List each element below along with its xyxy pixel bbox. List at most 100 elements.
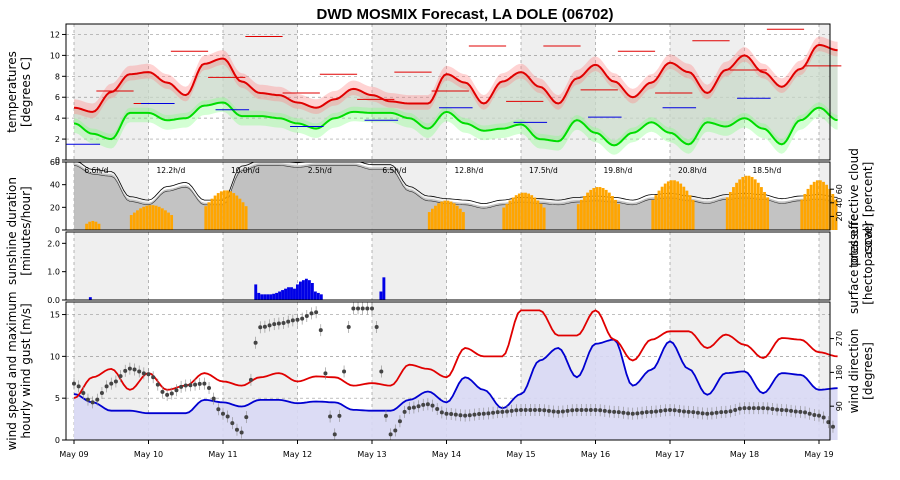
sunshine-total-label: 20.8h/d (678, 166, 707, 175)
sunshine-bar (542, 207, 546, 230)
direction-point (519, 407, 523, 412)
sunshine-bar (831, 193, 835, 230)
y-right-axis-label-line: surface pressure (847, 214, 861, 314)
sunshine-bar (753, 179, 757, 230)
direction-point (127, 366, 132, 371)
sunshine-bar (676, 181, 680, 230)
sunshine-total-label: 19.8h/d (603, 166, 632, 175)
sunshine-bar (94, 221, 98, 230)
direction-point (751, 406, 756, 411)
x-tick-label: May 09 (59, 450, 88, 459)
direction-point (486, 411, 491, 416)
direction-point (491, 410, 496, 415)
y-right-axis-label-line: [degrees] (861, 342, 875, 400)
sunshine-bar (527, 193, 531, 230)
direction-point (779, 407, 784, 412)
y-right-axis-label-line: [hectopascal] (861, 223, 875, 305)
sunshine-bar (750, 176, 754, 230)
direction-point (728, 409, 733, 414)
direction-point (681, 409, 686, 414)
direction-point (481, 411, 486, 416)
panel-border (65, 231, 831, 301)
direction-point (388, 432, 393, 437)
direction-point (463, 413, 468, 418)
direction-point (444, 411, 449, 416)
direction-point (300, 316, 305, 321)
sunshine-bar (437, 203, 440, 230)
direction-point (81, 391, 86, 396)
sunshine-bar (139, 208, 142, 230)
direction-point (309, 311, 314, 316)
direction-point (262, 324, 267, 329)
direction-point (756, 406, 761, 411)
direction-point (467, 413, 472, 418)
sunshine-bar (586, 192, 589, 230)
sunshine-bar (434, 205, 437, 230)
temperature-line (73, 43, 838, 113)
direction-point (169, 391, 174, 396)
sunshine-bar (728, 191, 732, 230)
sunshine-bar (579, 199, 583, 230)
precip-bar (254, 284, 258, 300)
sunshine-bar (747, 175, 751, 230)
direction-point (132, 367, 137, 372)
precip-bar (307, 280, 311, 300)
sunshine-bar (732, 187, 735, 230)
y-axis-label-line: [minutes/hour] (19, 186, 33, 275)
y-right-axis-label: total effective cloudcover [percent] (847, 148, 875, 268)
direction-point (714, 410, 719, 415)
day-shade (372, 24, 447, 160)
sunshine-bar (763, 191, 766, 230)
direction-point (290, 318, 295, 323)
direction-point (104, 384, 109, 389)
sunshine-total-label: 2.5h/d (308, 166, 332, 175)
sunshine-bar (97, 223, 101, 230)
y-right-tick-label: 40 (835, 198, 844, 208)
y-axis-label-line: [degrees C] (19, 57, 33, 127)
direction-point (234, 427, 239, 432)
sunshine-bar (539, 203, 543, 230)
precip-bar (298, 281, 302, 300)
precip-bar (301, 280, 305, 300)
sunshine-bar (725, 197, 729, 230)
temp-dewpoint-area (74, 44, 838, 146)
direction-point (356, 306, 361, 311)
sunshine-bar (213, 195, 217, 230)
precip-bar (319, 294, 323, 300)
direction-point (332, 432, 337, 437)
direction-point (747, 406, 752, 411)
direction-point (267, 323, 272, 328)
plot-layer: 6.6h/d 12.2h/d 10.0h/d 2.5h/d 6.5h/d 12.8h/d 1… (66, 28, 842, 441)
direction-point (663, 408, 668, 413)
direction-point (705, 411, 710, 416)
direction-point (430, 403, 435, 408)
direction-point (421, 402, 426, 407)
sunshine-bar (530, 195, 534, 230)
direction-point (798, 409, 803, 414)
direction-point (244, 415, 249, 420)
direction-point (565, 408, 570, 413)
direction-point (584, 407, 589, 412)
direction-point (640, 410, 645, 415)
y-tick-label: 0 (55, 156, 60, 165)
sunshine-bar (614, 199, 617, 230)
y-tick-label: 8 (55, 72, 60, 81)
sunshine-bar (601, 188, 605, 230)
sunshine-bar (440, 201, 444, 230)
day-shade (670, 232, 745, 300)
y-tick-label: 15 (50, 311, 60, 320)
panel-border (65, 161, 831, 231)
y-axis-label: wind speed and maximumhourly wind gust [… (5, 291, 33, 450)
direction-point (370, 306, 374, 311)
sunshine-bar (607, 192, 611, 230)
direction-point (179, 384, 184, 389)
sunshine-total-label: 12.8h/d (454, 166, 483, 175)
direction-point (272, 322, 277, 327)
x-tick-label: May 16 (581, 450, 610, 459)
direction-point (775, 407, 780, 412)
direction-point (626, 411, 631, 416)
sunshine-bar (592, 188, 596, 230)
precip-bar (290, 287, 293, 300)
precip-bar (278, 291, 282, 300)
